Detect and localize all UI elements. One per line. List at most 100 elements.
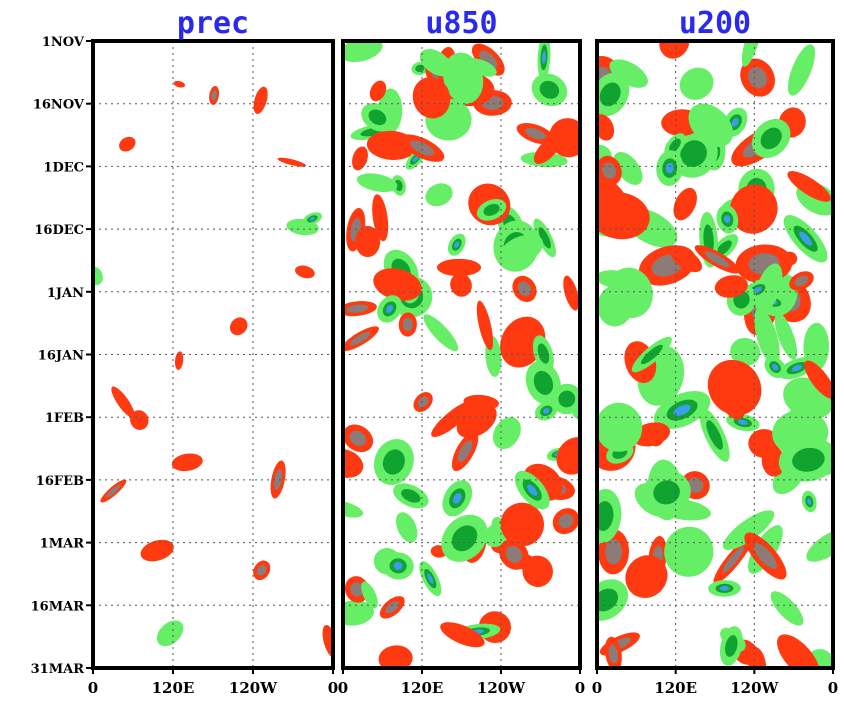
weak-negative-anomaly (609, 59, 648, 88)
x-tick-label: 0 (88, 679, 98, 697)
grid-lines (343, 41, 580, 668)
positive-anomaly (373, 268, 422, 301)
positive-anomaly (804, 360, 833, 399)
negative-anomaly (680, 140, 707, 167)
weak-negative-anomaly (156, 620, 184, 647)
positive-anomaly (369, 80, 387, 102)
panel-frame (595, 39, 835, 670)
panel-title: u200 (679, 6, 751, 41)
strong-negative-anomaly (542, 50, 546, 64)
strong-negative-anomaly (527, 484, 538, 496)
x-tick-label: 120W (229, 679, 278, 697)
positive-anomaly (787, 171, 831, 202)
positive-anomaly (673, 187, 697, 221)
strong-positive-anomaly (346, 304, 369, 313)
positive-anomaly (253, 86, 268, 114)
strong-positive-anomaly (349, 331, 371, 346)
x-tick-label: 120E (401, 679, 444, 697)
positive-anomaly (111, 386, 135, 419)
positive-anomaly (549, 118, 580, 158)
negative-anomaly (368, 109, 387, 126)
strong-negative-anomaly (673, 404, 691, 416)
positive-anomaly (436, 258, 482, 277)
x-tick-label: 120E (152, 679, 195, 697)
strong-negative-anomaly (427, 573, 434, 584)
weak-negative-anomaly (361, 581, 378, 609)
y-tick-label: 1MAR (40, 537, 85, 552)
strong-positive-anomaly (349, 430, 367, 446)
y-tick-label: 1NOV (42, 35, 85, 50)
grid-lines (93, 41, 333, 668)
strong-positive-anomaly (106, 484, 121, 498)
strong-positive-anomaly (722, 546, 744, 573)
weak-negative-anomaly (664, 526, 714, 577)
positive-anomaly (777, 634, 820, 668)
positive-anomaly (556, 437, 580, 475)
strong-positive-anomaly (479, 50, 498, 69)
weak-negative-anomaly (423, 314, 459, 352)
strong-negative-anomaly (412, 155, 419, 162)
strong-negative-anomaly (454, 241, 460, 248)
positive-anomaly (119, 136, 136, 152)
x-tick-label: 0 (575, 679, 585, 697)
strong-positive-anomaly (605, 539, 623, 565)
y-tick-label: 16NOV (33, 98, 85, 113)
positive-anomaly (355, 225, 381, 258)
positive-anomaly (229, 317, 248, 336)
weak-negative-anomaly (443, 52, 484, 104)
positive-anomaly (761, 446, 786, 477)
strong-negative-anomaly (724, 215, 731, 224)
y-tick-label: 31MAR (31, 662, 85, 677)
negative-anomaly (394, 179, 403, 192)
strong-positive-anomaly (457, 440, 473, 463)
strong-negative-anomaly (386, 304, 394, 313)
negative-anomaly (669, 138, 681, 153)
strong-negative-anomaly (799, 231, 813, 246)
positive-anomaly (729, 184, 778, 234)
weak-negative-anomaly (93, 266, 103, 286)
strong-positive-anomaly (385, 601, 400, 614)
weak-negative-anomaly (613, 151, 643, 185)
strong-positive-anomaly (687, 477, 704, 493)
strong-positive-anomaly (410, 140, 435, 156)
strong-negative-anomaly (453, 492, 462, 504)
weak-negative-anomaly (492, 417, 521, 450)
positive-anomaly (352, 146, 368, 171)
weak-negative-anomaly (343, 600, 374, 626)
weak-negative-anomaly (722, 510, 775, 550)
strong-negative-anomaly (665, 162, 674, 174)
negative-anomaly (401, 488, 421, 503)
positive-anomaly (625, 555, 668, 598)
strong-positive-anomaly (257, 564, 267, 576)
strong-positive-anomaly (608, 644, 619, 664)
y-tick-label: 16FEB (36, 474, 84, 489)
panel-u850: 0 120E 120W 0 (338, 39, 585, 697)
strong-positive-anomaly (273, 469, 283, 490)
negative-anomaly (716, 240, 732, 256)
weak-negative-anomaly (679, 67, 714, 100)
weak-negative-anomaly (730, 337, 761, 366)
negative-anomaly (451, 525, 478, 552)
positive-anomaly (130, 410, 149, 430)
weak-negative-anomaly (688, 103, 734, 148)
positive-anomaly (440, 622, 485, 648)
panel-title: prec (177, 6, 249, 41)
x-tick-label: 120W (477, 679, 526, 697)
strong-negative-anomaly (309, 216, 316, 221)
negative-anomaly (725, 635, 738, 657)
strong-positive-anomaly (753, 543, 778, 569)
positive-anomaly (707, 359, 762, 416)
positive-anomaly (597, 192, 650, 240)
x-tick-label: 0 (328, 679, 338, 697)
weak-negative-anomaly (774, 312, 798, 360)
negative-anomaly (382, 449, 405, 475)
y-tick-label: 16DEC (34, 223, 84, 238)
strong-positive-anomaly (794, 275, 809, 287)
strong-negative-anomaly (393, 561, 403, 571)
positive-anomaly (174, 351, 184, 370)
x-tick-label: 120W (730, 679, 779, 697)
grid-lines (597, 41, 833, 668)
strong-positive-anomaly (748, 67, 768, 89)
negative-anomaly (483, 203, 500, 216)
